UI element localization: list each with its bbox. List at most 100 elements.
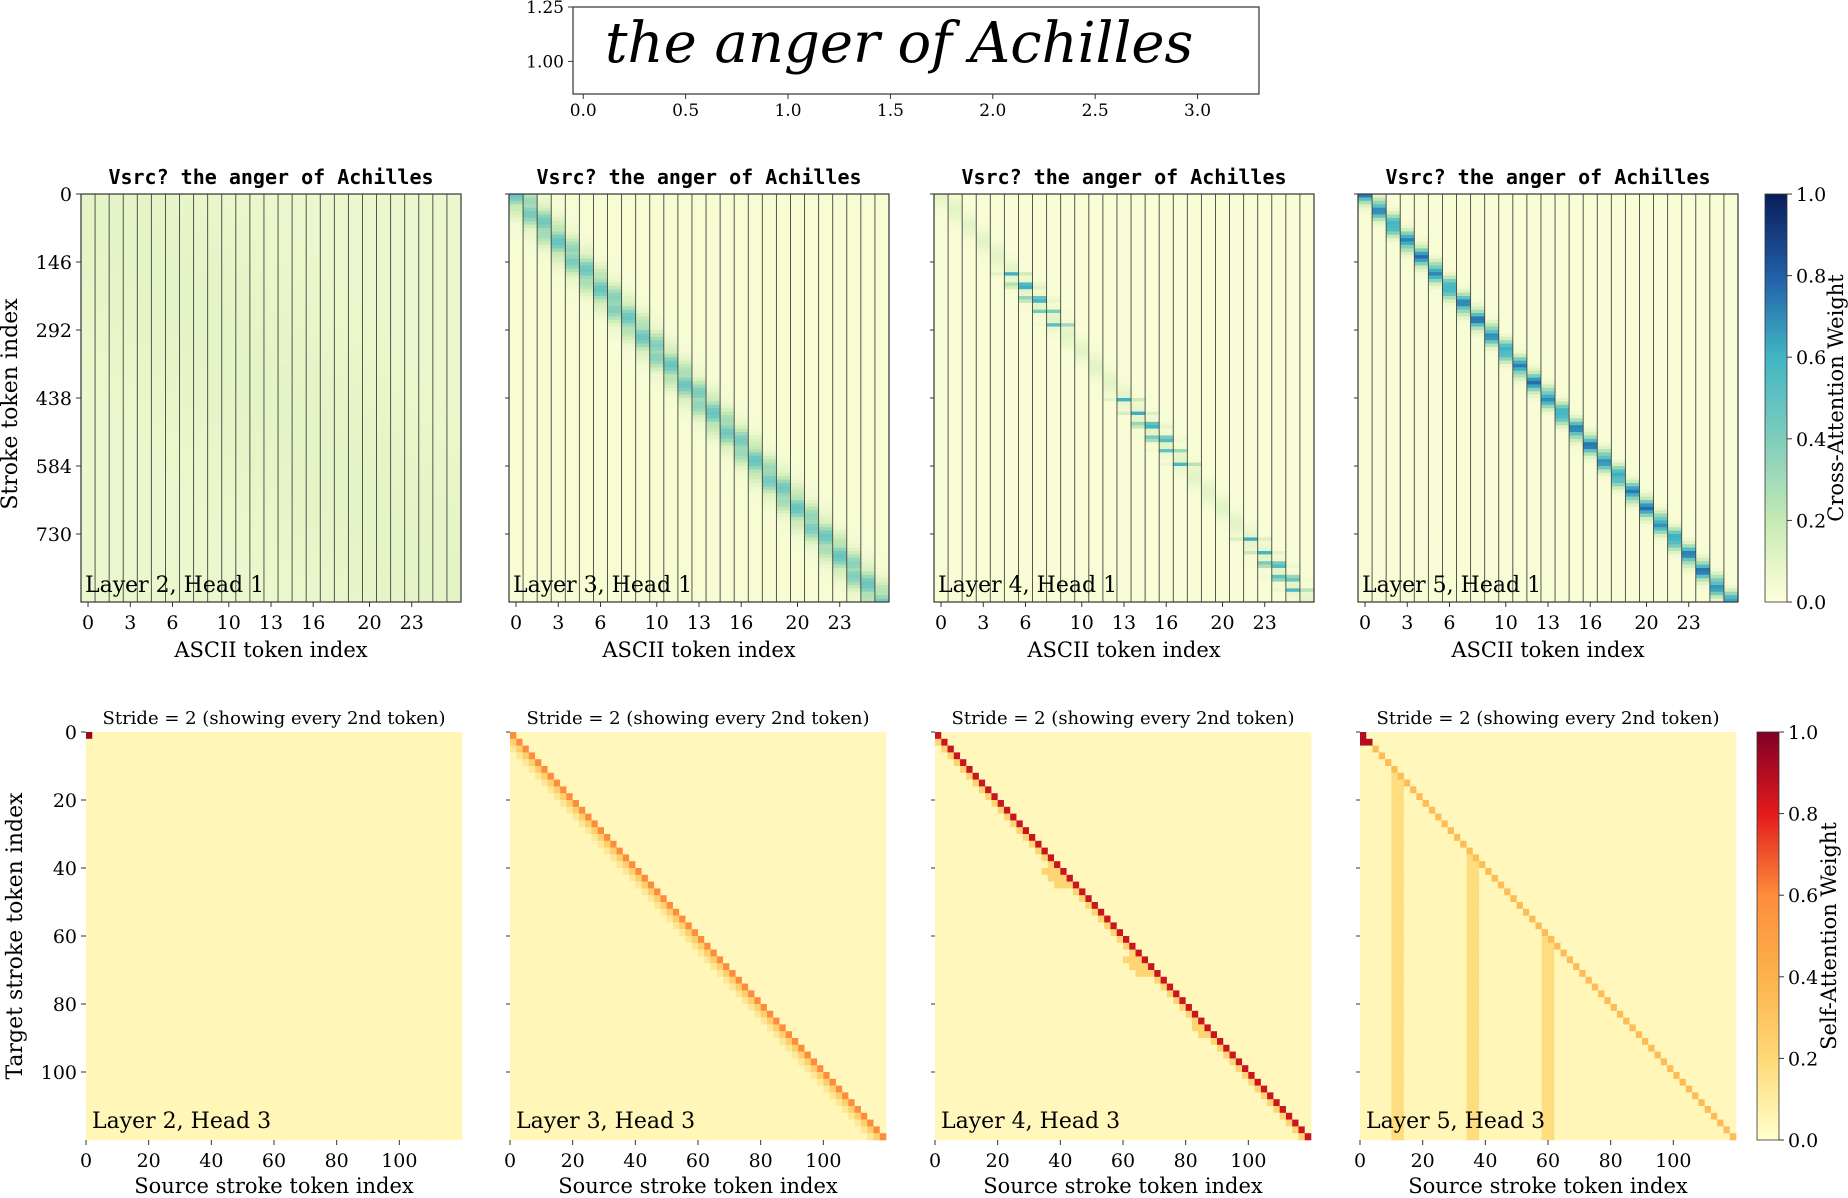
cross-cell (376, 445, 391, 450)
cross-cell (734, 299, 749, 304)
cross-cell (734, 326, 749, 331)
cross-cell (235, 197, 251, 202)
cross-cell (81, 421, 96, 426)
cross-cell (165, 364, 180, 368)
cross-cell (221, 384, 237, 389)
cross-cell (81, 581, 96, 586)
cross-cell (565, 262, 580, 266)
cross-cell (846, 268, 862, 273)
cross-cell (151, 241, 166, 246)
cross-cell (706, 197, 721, 202)
cross-y-tick-label: 438 (36, 388, 72, 410)
cross-cell (95, 483, 110, 487)
cross-cell (404, 391, 420, 395)
cross-cell (677, 207, 693, 212)
cross-cell (418, 381, 434, 385)
cross-cell (376, 462, 391, 467)
cross-cell (446, 404, 462, 409)
cross-cell (263, 517, 279, 521)
cross-cell (691, 370, 707, 375)
cross-cell (278, 527, 293, 531)
cross-cell (523, 316, 538, 321)
cross-cell (649, 255, 665, 259)
cross-cell (95, 357, 110, 361)
cross-cell (165, 197, 180, 202)
cross-cell (348, 245, 363, 249)
cross-cell (334, 537, 349, 542)
cross-cell (376, 377, 391, 382)
cross-cell (706, 248, 721, 253)
cross-cell (235, 489, 251, 494)
cross-cell (720, 340, 735, 344)
cross-cell (663, 275, 679, 280)
cross-cell (565, 367, 580, 372)
cross-cell (221, 268, 237, 273)
cross-cell (509, 364, 524, 368)
cross-cell (537, 268, 552, 273)
cross-cell (320, 262, 335, 266)
cross-cell (207, 598, 223, 603)
cross-cell (762, 262, 777, 266)
cross-cell (691, 401, 707, 406)
cross-cell (263, 411, 279, 416)
cross-cell (193, 292, 208, 297)
cross-cell (137, 585, 152, 589)
cross-cell (565, 387, 580, 392)
cross-cell (649, 211, 665, 215)
cross-cell (348, 557, 363, 562)
cross-cell (320, 370, 335, 375)
cross-cell (179, 472, 194, 477)
cross-cell (734, 221, 749, 225)
cross-cell (418, 537, 434, 542)
cross-cell (649, 316, 665, 321)
cross-cell (706, 323, 721, 327)
cross-cell (776, 228, 791, 232)
cross-cell (734, 292, 749, 297)
cross-cell (418, 510, 434, 514)
cross-cell (404, 262, 420, 266)
cross-cell (207, 221, 223, 225)
cross-cell (776, 292, 791, 297)
cross-cell (207, 428, 223, 433)
cross-cell (207, 595, 223, 599)
cross-cell (818, 204, 833, 208)
cross-cell (748, 347, 763, 351)
cross-cell (109, 248, 124, 253)
cross-cell (235, 595, 251, 599)
cross-cell (404, 258, 420, 263)
cross-cell (404, 398, 420, 402)
cross-cell (748, 224, 763, 229)
cross-cell (249, 384, 265, 389)
cross-cell (432, 221, 448, 225)
cross-cell (804, 292, 819, 297)
cross-cell (523, 326, 538, 331)
cross-cell (165, 207, 180, 212)
cross-cell (846, 211, 862, 215)
cross-cell (165, 445, 180, 450)
cross-cell (193, 289, 208, 293)
cross-cell (292, 323, 307, 327)
cross-cell (292, 476, 307, 480)
cross-cell (348, 381, 363, 385)
cross-cell (81, 476, 96, 480)
cross-cell (123, 428, 138, 433)
cross-cell (95, 207, 110, 212)
cross-cell (418, 302, 434, 307)
cross-cell (137, 462, 152, 467)
cross-cell (81, 265, 96, 270)
cross-cell (362, 428, 377, 433)
cross-cell (390, 428, 405, 433)
cross-cell (635, 357, 651, 361)
cross-cell (320, 527, 335, 531)
cross-cell (734, 343, 749, 348)
cross-cell (235, 387, 251, 392)
cross-cell (593, 272, 608, 276)
cross-cell (306, 476, 321, 480)
cross-cell (818, 306, 833, 310)
cross-cell (334, 534, 349, 538)
cross-cell (776, 309, 791, 314)
cross-cell (165, 262, 180, 266)
cross-cell (776, 323, 791, 327)
cross-cell (509, 404, 524, 409)
cross-cell (649, 197, 665, 202)
